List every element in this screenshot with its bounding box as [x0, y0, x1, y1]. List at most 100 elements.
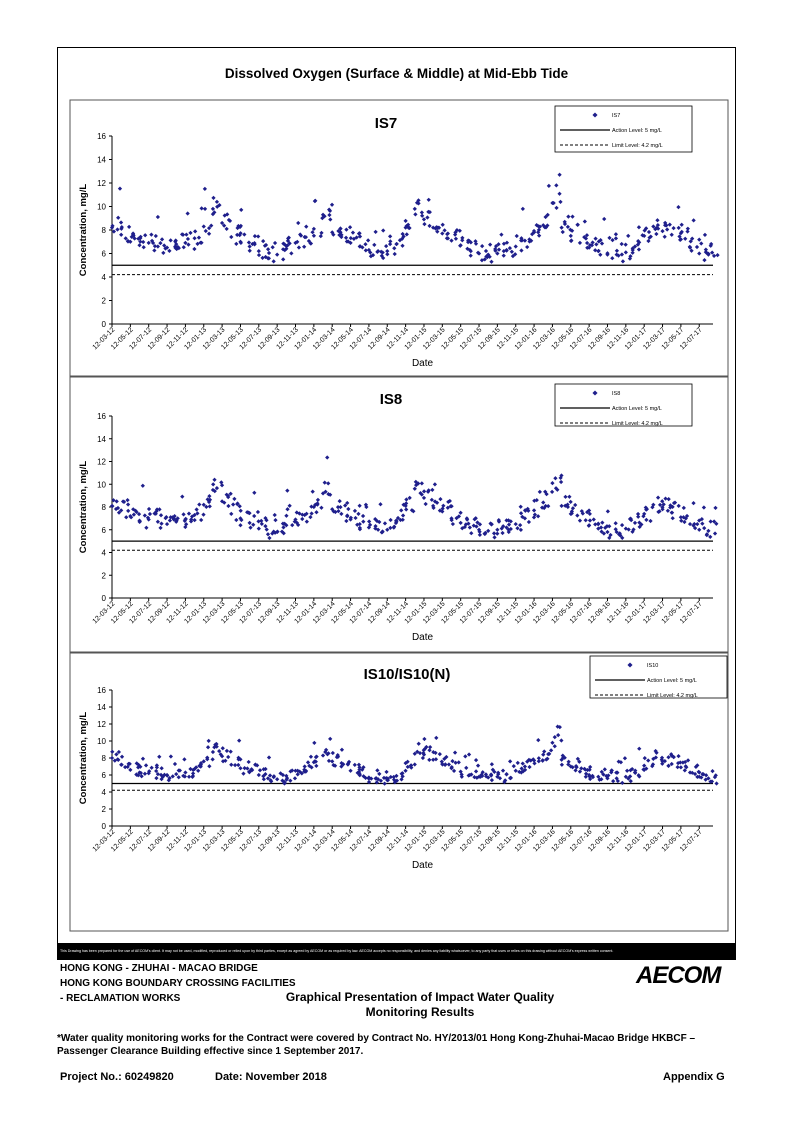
data-point [370, 253, 376, 258]
data-point [163, 515, 168, 521]
data-point [664, 223, 669, 228]
data-point [492, 535, 497, 540]
data-point [125, 239, 131, 244]
data-point [270, 245, 275, 250]
data-point [182, 757, 187, 762]
data-point [265, 247, 271, 252]
data-point [519, 766, 524, 771]
data-point [435, 229, 440, 234]
data-point [330, 759, 335, 764]
data-point [152, 243, 158, 249]
data-point [710, 250, 715, 255]
data-point [702, 232, 708, 238]
page-title: Dissolved Oxygen (Surface & Middle) at M… [224, 66, 569, 81]
data-point [500, 530, 505, 536]
chart-title: IS10/IS10(N) [364, 666, 451, 683]
data-point [536, 759, 541, 764]
data-point [633, 768, 638, 773]
data-point [554, 183, 559, 188]
data-point [155, 519, 160, 524]
data-point [535, 514, 541, 519]
data-point [238, 223, 243, 228]
data-point [644, 517, 649, 523]
data-point [607, 535, 612, 540]
data-point [593, 236, 598, 241]
data-point [206, 226, 212, 231]
data-point [653, 748, 658, 754]
data-point [173, 238, 178, 243]
data-point [419, 481, 424, 486]
data-point [237, 504, 242, 509]
data-point [138, 239, 143, 244]
data-point [339, 747, 345, 752]
data-point [453, 236, 459, 241]
data-point [357, 234, 363, 239]
x-axis-label: Date [412, 860, 434, 871]
data-point [541, 500, 546, 505]
y-tick-label: 14 [97, 703, 106, 712]
y-axis-label: Concentration, mg/L [78, 461, 89, 554]
data-point [123, 236, 128, 241]
data-point [330, 750, 335, 756]
data-point [604, 524, 610, 529]
data-point [302, 244, 307, 249]
data-point [219, 480, 224, 485]
data-point [413, 212, 418, 217]
data-point [678, 765, 684, 770]
data-point [339, 511, 344, 516]
data-point [281, 525, 286, 530]
data-point [656, 509, 661, 514]
data-point [622, 756, 628, 761]
data-point [575, 222, 580, 227]
data-point [290, 523, 295, 528]
data-point [577, 240, 583, 246]
data-point [419, 210, 424, 215]
data-point [374, 780, 379, 785]
data-point [556, 732, 561, 738]
data-point [626, 233, 631, 239]
data-point [266, 250, 272, 256]
data-point [699, 517, 704, 522]
data-point [577, 759, 582, 764]
data-point [562, 221, 568, 227]
data-point [403, 218, 408, 224]
data-point [611, 779, 616, 784]
data-point [158, 772, 164, 777]
data-point [153, 233, 158, 239]
data-point [565, 224, 571, 229]
data-point [646, 229, 652, 235]
data-point [168, 238, 173, 243]
data-point [181, 245, 186, 250]
data-point [141, 245, 146, 250]
data-point [235, 232, 240, 238]
title-block-line-1: HONG KONG - ZHUHAI - MACAO BRIDGE [60, 963, 258, 974]
contract-note: *Water quality monitoring works for the … [57, 1033, 696, 1057]
data-point [400, 513, 406, 518]
data-point [543, 214, 548, 220]
data-point [409, 508, 415, 513]
data-point [235, 501, 240, 506]
data-point [284, 513, 289, 518]
data-point [697, 770, 702, 775]
data-point [618, 533, 623, 538]
title-block-line-2: HONG KONG BOUNDARY CROSSING FACILITIES [60, 978, 296, 989]
data-point [220, 759, 226, 764]
data-point [583, 518, 588, 523]
data-point [663, 496, 668, 501]
data-point [154, 509, 159, 514]
data-point [154, 768, 159, 774]
data-point [186, 242, 191, 247]
data-point [245, 766, 250, 771]
data-point [256, 234, 261, 239]
data-point [224, 492, 229, 497]
data-point [175, 516, 180, 521]
data-point [676, 503, 681, 509]
data-point [137, 243, 142, 248]
data-point [361, 519, 366, 524]
data-point [421, 489, 427, 494]
data-point [311, 226, 316, 231]
data-point [676, 760, 681, 766]
data-point [642, 511, 647, 516]
data-point [418, 491, 423, 496]
data-point [475, 763, 481, 768]
